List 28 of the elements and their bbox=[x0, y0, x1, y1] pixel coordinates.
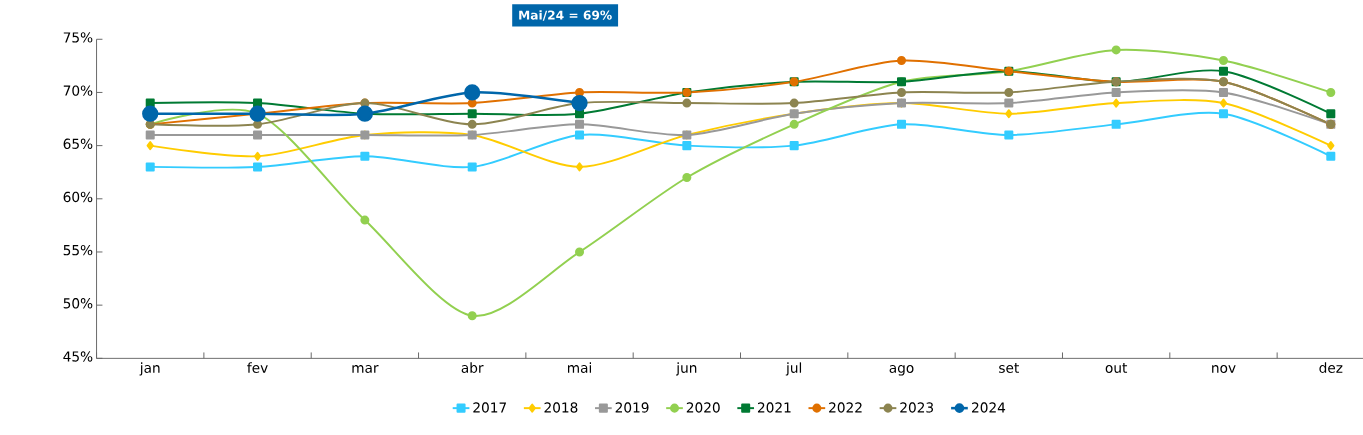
legend-label: 2018 bbox=[544, 402, 578, 413]
y-tick-label: 50% bbox=[63, 298, 93, 309]
legend-label: 2020 bbox=[686, 402, 720, 413]
legend-label: 2019 bbox=[615, 402, 649, 413]
x-tick-label: jun bbox=[676, 362, 697, 376]
x-tick-label: jan bbox=[139, 362, 160, 376]
x-tick-label: fev bbox=[247, 362, 268, 373]
x-tick-label: set bbox=[999, 363, 1019, 373]
x-tick-label: nov bbox=[1212, 365, 1236, 373]
x-tick-label: jul bbox=[785, 362, 802, 376]
legend-label: 2017 bbox=[473, 402, 507, 413]
y-tick-label: 55% bbox=[63, 244, 93, 256]
legend-label: 2021 bbox=[757, 402, 791, 413]
x-tick-label: ago bbox=[889, 365, 914, 376]
legend-label: 2022 bbox=[829, 402, 862, 413]
x-tick-label: mar bbox=[352, 365, 379, 373]
x-tick-label: abr bbox=[461, 362, 484, 373]
y-tick-label: 75% bbox=[63, 32, 93, 43]
text: Mai/24 = 69% bbox=[519, 10, 612, 21]
y-tick-label: 60% bbox=[63, 191, 93, 203]
y-tick-label: 70% bbox=[63, 85, 93, 96]
x-tick-label: out bbox=[1105, 363, 1128, 373]
legend-label: 2024 bbox=[972, 402, 1006, 413]
x-tick-label: mai bbox=[568, 362, 591, 373]
y-tick-label: 45% bbox=[63, 351, 93, 362]
legend-label: 2023 bbox=[900, 402, 934, 413]
y-tick-label: 65% bbox=[63, 138, 93, 149]
x-tick-label: dez bbox=[1319, 362, 1343, 373]
